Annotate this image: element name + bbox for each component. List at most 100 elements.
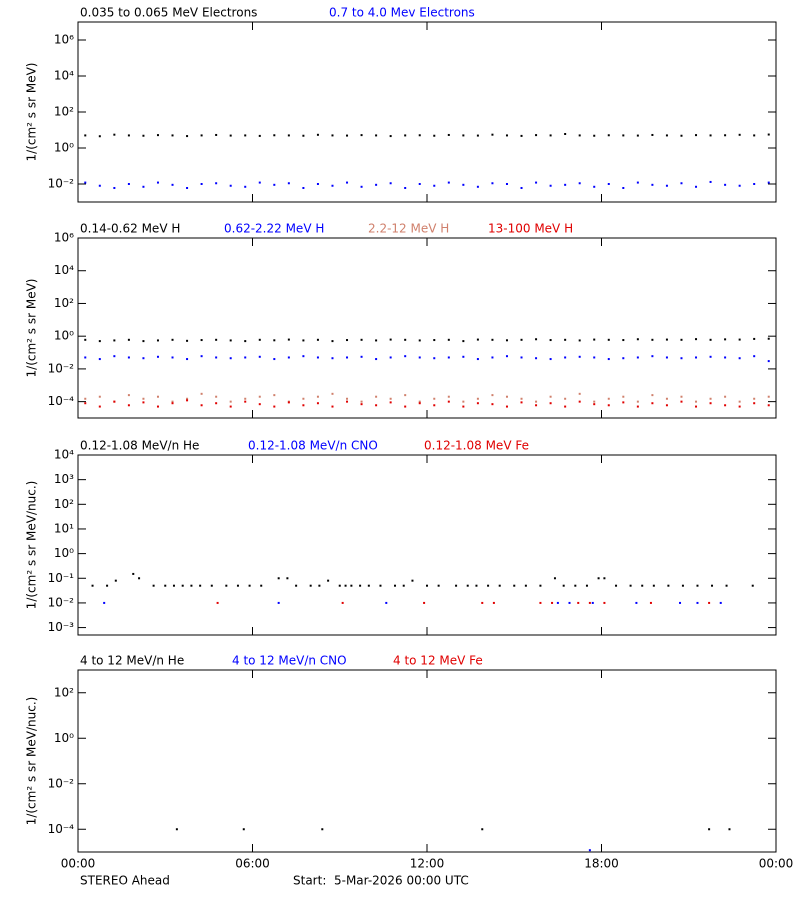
data-point	[476, 358, 479, 361]
data-point	[622, 134, 625, 137]
data-point	[404, 355, 407, 358]
data-point	[636, 338, 639, 341]
data-point	[433, 397, 436, 400]
legend-entry: 0.12-1.08 MeV/n He	[80, 439, 199, 453]
legend-entry: 0.12-1.08 MeV/n CNO	[248, 439, 378, 453]
data-point	[447, 133, 450, 136]
data-point	[316, 133, 319, 136]
data-point	[447, 395, 450, 398]
data-point	[142, 401, 145, 404]
data-point	[229, 134, 232, 137]
data-point	[505, 355, 508, 358]
data-point	[287, 338, 290, 341]
data-point	[535, 181, 538, 184]
data-point	[84, 134, 87, 137]
data-point	[98, 135, 101, 138]
data-point	[156, 405, 159, 408]
data-point	[491, 133, 494, 136]
y-tick-label: 10³	[54, 472, 74, 486]
y-tick-label: 10²	[54, 296, 74, 310]
y-tick-label: 10²	[54, 497, 74, 511]
data-point	[402, 584, 405, 587]
data-point	[389, 135, 392, 138]
data-point	[302, 186, 305, 189]
data-point	[91, 584, 94, 587]
y-tick-label: 10⁶	[54, 33, 74, 47]
y-tick-label: 10⁰	[54, 329, 74, 343]
data-point	[229, 405, 232, 408]
data-point	[651, 402, 654, 405]
data-point	[316, 402, 319, 405]
data-point	[84, 181, 87, 184]
data-point	[258, 181, 261, 184]
footer-right: Start: 5-Mar-2026 00:00 UTC	[293, 874, 469, 888]
data-point	[286, 577, 289, 580]
data-point	[433, 404, 436, 407]
data-point	[316, 395, 319, 398]
data-point	[287, 134, 290, 137]
data-point	[244, 356, 247, 359]
data-point	[273, 183, 276, 186]
data-point	[738, 184, 741, 187]
data-point	[738, 357, 741, 360]
data-point	[491, 394, 494, 397]
y-tick-label: 10²	[54, 105, 74, 119]
data-point	[346, 397, 349, 400]
data-point	[447, 181, 450, 184]
y-tick-label: 10⁻¹	[48, 571, 75, 585]
data-point	[476, 185, 479, 188]
data-point	[302, 134, 305, 137]
data-point	[535, 400, 538, 403]
data-point	[171, 338, 174, 341]
y-tick-label: 10⁻³	[48, 620, 75, 634]
data-point	[84, 338, 87, 341]
data-point	[164, 584, 167, 587]
data-point	[753, 337, 756, 340]
data-point	[462, 405, 465, 408]
data-point	[156, 181, 159, 184]
data-point	[273, 339, 276, 342]
data-point	[418, 134, 421, 137]
data-point	[200, 183, 203, 185]
data-point	[641, 584, 644, 587]
data-point	[360, 355, 363, 358]
data-point	[695, 400, 698, 403]
data-point	[680, 134, 683, 137]
data-point	[142, 134, 145, 137]
legend-entry: 0.14-0.62 MeV H	[80, 222, 180, 236]
data-point	[175, 828, 178, 831]
y-tick-label: 10⁴	[54, 69, 74, 83]
data-point	[724, 395, 727, 398]
data-point	[215, 395, 218, 398]
data-point	[562, 584, 565, 587]
data-point	[258, 338, 261, 341]
data-point	[360, 134, 363, 137]
data-point	[709, 338, 712, 341]
data-point	[491, 356, 494, 359]
data-point	[695, 185, 698, 188]
data-point	[679, 601, 682, 604]
data-point	[549, 339, 552, 342]
data-point	[84, 356, 87, 359]
legend-entry: 0.12-1.08 MeV Fe	[424, 439, 529, 453]
data-point	[423, 601, 426, 604]
data-point	[629, 584, 632, 587]
data-point	[738, 405, 741, 408]
data-point	[360, 338, 363, 341]
data-point	[171, 134, 174, 137]
data-point	[127, 404, 130, 407]
y-tick-label: 10⁻²	[48, 361, 75, 375]
data-point	[462, 355, 465, 358]
data-point	[258, 355, 261, 358]
data-point	[665, 404, 668, 407]
data-point	[564, 183, 567, 186]
data-point	[389, 182, 392, 185]
data-point	[591, 601, 594, 604]
data-point	[680, 357, 683, 360]
data-point	[725, 584, 728, 587]
data-point	[200, 392, 203, 395]
data-point	[171, 183, 174, 186]
legend-entry: 4 to 12 MeV/n He	[80, 654, 184, 668]
